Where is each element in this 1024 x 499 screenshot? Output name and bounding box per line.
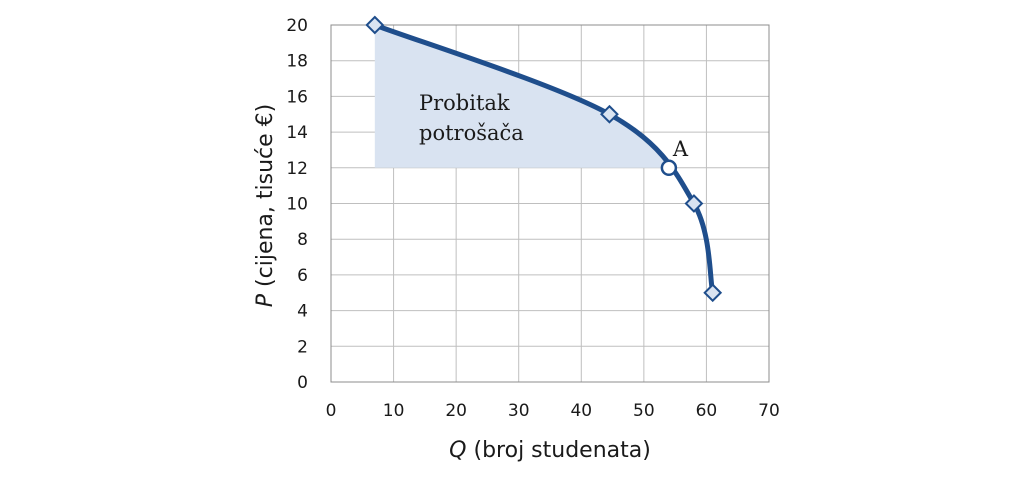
x-tick-label-50: 50: [633, 401, 655, 421]
y-tick-label-18: 18: [286, 52, 308, 72]
x-tick-label-70: 70: [758, 401, 780, 421]
x-tick-label-20: 20: [445, 401, 467, 421]
y-tick-label-14: 14: [286, 123, 308, 143]
x-tick-label-60: 60: [696, 401, 718, 421]
surplus-label-line-1: Probitak: [419, 91, 510, 115]
plot-frame: [330, 24, 770, 383]
y-tick-label-0: 0: [297, 373, 308, 393]
x-tick-label-10: 10: [383, 401, 405, 421]
tick-labels: 0 10 20 30 40 50 60 70 0 2 4 6 8 10 12 14 16 18 20: [286, 16, 779, 421]
surplus-label-line-2: potrošača: [419, 121, 524, 145]
demand-curve: [372, 22, 716, 296]
x-tick-label-40: 40: [570, 401, 592, 421]
data-point-3: [703, 283, 723, 303]
y-axis-description: (cijena, tisuće €): [253, 104, 278, 294]
x-tick-label-30: 30: [508, 401, 530, 421]
plot-border: [330, 24, 770, 383]
y-tick-label-2: 2: [297, 337, 308, 357]
data-point-2: [684, 194, 704, 213]
consumer-surplus-area: [374, 25, 669, 168]
point-a-marker: [660, 159, 678, 177]
y-tick-label-6: 6: [297, 266, 308, 286]
x-axis-description: (broj studenata): [467, 438, 651, 463]
y-tick-label-20: 20: [286, 16, 308, 36]
x-axis-title: Q (broj studenata): [449, 438, 651, 463]
data-point-0: [365, 15, 385, 35]
x-tick-label-0: 0: [326, 401, 337, 421]
y-axis-variable: P: [253, 293, 278, 307]
y-tick-label-8: 8: [297, 230, 308, 250]
data-point-1: [600, 104, 619, 124]
y-tick-label-10: 10: [286, 195, 308, 215]
y-axis-title: P (cijena, tisuće €): [253, 104, 278, 307]
data-markers: [365, 15, 723, 303]
x-axis-variable: Q: [449, 438, 466, 463]
point-a-label: A: [672, 137, 689, 161]
y-tick-label-16: 16: [286, 87, 308, 107]
y-tick-label-12: 12: [286, 159, 308, 179]
y-tick-label-4: 4: [297, 302, 308, 322]
